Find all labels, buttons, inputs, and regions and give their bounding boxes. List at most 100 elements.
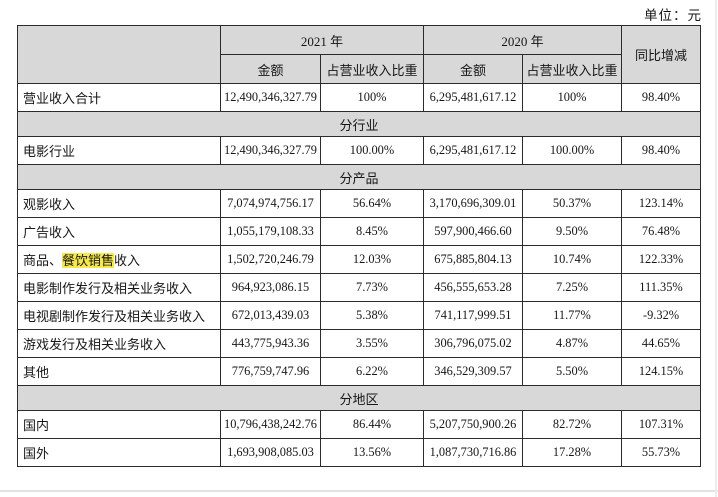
yoy-value: 107.31% xyxy=(621,410,702,439)
amount-2021: 1,693,908,085.03 xyxy=(220,438,321,467)
ratio-2021: 3.55% xyxy=(319,329,425,358)
row-label: 电影制作发行及相关业务收入 xyxy=(17,273,221,302)
revenue-breakdown-table: 2021 年 2020 年 同比增减 金额 占营业收入比重 金额 占营业收入比重… xyxy=(16,25,702,467)
amount-2021: 776,759,747.96 xyxy=(220,357,321,386)
header-amount-2020: 金额 xyxy=(423,54,524,84)
header-year-2021: 2021 年 xyxy=(219,25,425,55)
table-row: 电影行业 12,490,346,327.79 100.00% 6,295,481,61… xyxy=(17,136,702,165)
header-row-metrics: 金额 占营业收入比重 金额 占营业收入比重 xyxy=(18,54,701,84)
ratio-2021: 13.56% xyxy=(319,438,425,467)
yoy-value: 98.40% xyxy=(621,136,702,165)
amount-2020: 456,555,653.28 xyxy=(423,273,524,302)
ratio-2020: 5.50% xyxy=(522,357,623,386)
amount-2021: 1,502,720,246.79 xyxy=(220,245,321,274)
table-row: 电影制作发行及相关业务收入 964,923,086.15 7.73% 456,555,… xyxy=(17,273,702,302)
search-highlight: 餐饮销售 xyxy=(62,253,115,268)
ratio-2020: 4.87% xyxy=(522,329,623,358)
ratio-2020: 17.28% xyxy=(522,438,623,467)
ratio-2020: 100% xyxy=(522,83,623,112)
amount-2020: 3,170,696,309.01 xyxy=(423,189,524,218)
amount-2021: 964,923,086.15 xyxy=(220,273,321,302)
unit-label: 单位：元 xyxy=(644,8,702,23)
row-label: 国内 xyxy=(17,410,221,439)
table-row: 电视剧制作发行及相关业务收入 672,013,439.03 5.38% 741,117… xyxy=(17,301,702,330)
ratio-2020: 100.00% xyxy=(522,136,623,165)
ratio-2020: 10.74% xyxy=(522,245,623,274)
ratio-2021: 56.64% xyxy=(319,189,425,218)
section-label: 分行业 xyxy=(16,111,702,137)
header-ratio-2020: 占营业收入比重 xyxy=(522,54,623,84)
amount-2020: 5,207,750,900.26 xyxy=(423,410,524,439)
yoy-value: 55.73% xyxy=(621,438,702,467)
amount-2020: 306,796,075.02 xyxy=(423,329,524,358)
header-ratio-2021: 占营业收入比重 xyxy=(319,54,425,84)
row-label: 电视剧制作发行及相关业务收入 xyxy=(17,301,221,330)
ratio-2021: 5.38% xyxy=(319,301,425,330)
amount-2020: 675,885,804.13 xyxy=(423,245,524,274)
amount-2021: 7,074,974,756.17 xyxy=(220,189,321,218)
yoy-value: 44.65% xyxy=(621,329,702,358)
ratio-2021: 100% xyxy=(319,83,425,112)
amount-2020: 597,900,466.60 xyxy=(423,217,524,246)
header-yoy: 同比增减 xyxy=(621,25,702,84)
section-row: 分产品 xyxy=(16,164,702,190)
row-label: 商品、餐饮销售收入 xyxy=(17,245,221,274)
ratio-2021: 100.00% xyxy=(319,136,425,165)
yoy-value: 111.35% xyxy=(621,273,702,302)
yoy-value: 122.33% xyxy=(621,245,702,274)
row-label: 电影行业 xyxy=(17,136,221,165)
row-label: 国外 xyxy=(17,438,221,467)
table-header: 2021 年 2020 年 同比增减 金额 占营业收入比重 金额 占营业收入比重 xyxy=(17,25,702,84)
amount-2021: 12,490,346,327.79 xyxy=(220,136,321,165)
ratio-2020: 9.50% xyxy=(522,217,623,246)
yoy-value: 123.14% xyxy=(621,189,702,218)
amount-2021: 443,775,943.36 xyxy=(220,329,321,358)
amount-2021: 10,796,438,242.76 xyxy=(220,410,321,439)
amount-2020: 346,529,309.57 xyxy=(423,357,524,386)
section-label: 分地区 xyxy=(16,385,702,411)
table-row: 广告收入 1,055,179,108.33 8.45% 597,900,466.60 9… xyxy=(17,217,702,246)
ratio-2020: 7.25% xyxy=(522,273,623,302)
ratio-2021: 86.44% xyxy=(319,410,425,439)
section-row: 分行业 xyxy=(16,111,702,137)
table-body: 营业收入合计 12,490,346,327.79 100% 6,295,481,617… xyxy=(16,83,702,467)
row-label: 营业收入合计 xyxy=(17,83,221,112)
ratio-2021: 12.03% xyxy=(319,245,425,274)
row-label: 其他 xyxy=(17,357,221,386)
row-label: 观影收入 xyxy=(17,189,221,218)
yoy-value: 124.15% xyxy=(621,357,702,386)
table-row: 其他 776,759,747.96 6.22% 346,529,309.57 5.50%… xyxy=(17,357,702,386)
table-row: 商品、餐饮销售收入 1,502,720,246.79 12.03% 675,885,8… xyxy=(17,245,702,274)
amount-2020: 6,295,481,617.12 xyxy=(423,83,524,112)
amount-2020: 1,087,730,716.86 xyxy=(423,438,524,467)
table-row: 国内 10,796,438,242.76 86.44% 5,207,750,900.2… xyxy=(17,410,702,439)
header-row-years: 2021 年 2020 年 同比增减 xyxy=(17,25,702,84)
table-row: 营业收入合计 12,490,346,327.79 100% 6,295,481,617… xyxy=(17,83,702,112)
page-edge-bottom xyxy=(0,490,718,492)
amount-2021: 672,013,439.03 xyxy=(220,301,321,330)
ratio-2020: 11.77% xyxy=(522,301,623,330)
yoy-value: 76.48% xyxy=(621,217,702,246)
yoy-value: 98.40% xyxy=(621,83,702,112)
amount-2020: 741,117,999.51 xyxy=(423,301,524,330)
ratio-2021: 8.45% xyxy=(319,217,425,246)
row-label: 广告收入 xyxy=(17,217,221,246)
table-row: 国外 1,693,908,085.03 13.56% 1,087,730,716.86… xyxy=(17,438,702,467)
table-row: 游戏发行及相关业务收入 443,775,943.36 3.55% 306,796,07… xyxy=(17,329,702,358)
page-edge-right xyxy=(715,0,717,497)
header-amount-2021: 金额 xyxy=(220,54,321,84)
ratio-2021: 6.22% xyxy=(319,357,425,386)
amount-2021: 12,490,346,327.79 xyxy=(220,83,321,112)
yoy-value: -9.32% xyxy=(621,301,702,330)
section-label: 分产品 xyxy=(16,164,702,190)
ratio-2020: 82.72% xyxy=(522,410,623,439)
ratio-2021: 7.73% xyxy=(319,273,425,302)
amount-2020: 6,295,481,617.12 xyxy=(423,136,524,165)
ratio-2020: 50.37% xyxy=(522,189,623,218)
table-row: 观影收入 7,074,974,756.17 56.64% 3,170,696,309.… xyxy=(17,189,702,218)
section-row: 分地区 xyxy=(16,385,702,411)
amount-2021: 1,055,179,108.33 xyxy=(220,217,321,246)
row-label: 游戏发行及相关业务收入 xyxy=(17,329,221,358)
header-year-2020: 2020 年 xyxy=(423,25,623,55)
header-empty-cell xyxy=(17,25,221,84)
